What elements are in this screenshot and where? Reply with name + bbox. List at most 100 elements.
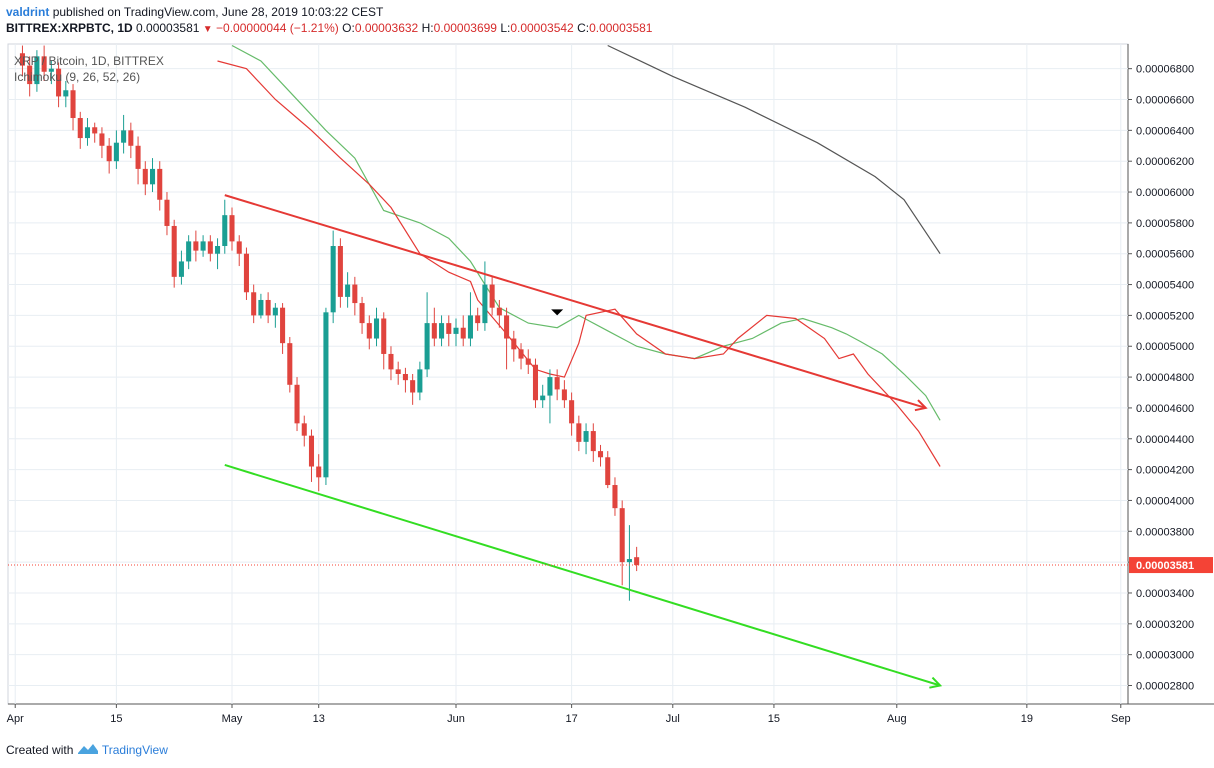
candle-body xyxy=(171,225,177,277)
resistance-line xyxy=(224,194,926,409)
y-tick-label: 0.00003000 xyxy=(1136,650,1194,662)
candle-body xyxy=(605,457,611,486)
candle-body xyxy=(395,369,401,374)
down-arrow-icon: ▼ xyxy=(202,24,213,35)
candle-body xyxy=(92,127,98,134)
x-tick-label: Jul xyxy=(666,713,680,725)
x-axis: Apr 15 May 13 Jun 17 Jul 15 Aug 19 Sep xyxy=(7,704,1131,725)
chart-title: XRP / Bitcoin, 1D, BITTREX xyxy=(14,54,164,68)
candle-body xyxy=(287,343,293,385)
y-tick-label: 0.00004400 xyxy=(1136,434,1194,446)
y-tick-label: 0.00006600 xyxy=(1136,95,1194,107)
candle-body xyxy=(366,323,372,339)
tenkan-line xyxy=(217,60,941,467)
y-tick-label: 0.00003800 xyxy=(1136,526,1194,538)
candle-body xyxy=(157,168,163,200)
x-tick-label: 19 xyxy=(1021,713,1033,725)
last-price: 0.00003581 xyxy=(136,21,200,35)
y-tick-label: 0.00004800 xyxy=(1136,372,1194,384)
close-value: 0.00003581 xyxy=(589,21,653,35)
candle-body xyxy=(359,303,365,324)
candle-body xyxy=(525,358,531,365)
current-price-label: 0.00003581 xyxy=(1136,560,1194,572)
candle-body xyxy=(113,142,119,162)
candle-body xyxy=(424,323,430,370)
candle-body xyxy=(460,327,466,339)
close-label: C: xyxy=(577,21,590,35)
candle-body xyxy=(547,377,553,396)
symbol-label[interactable]: BITTREX:XRPBTC, 1D xyxy=(6,21,133,35)
candle-body xyxy=(34,56,40,85)
x-tick-label: 13 xyxy=(313,713,325,725)
candle-body xyxy=(121,130,127,143)
y-tick-label: 0.00003200 xyxy=(1136,619,1194,631)
candle-body xyxy=(554,377,560,390)
candle-body xyxy=(186,241,192,262)
current-price-tag: 0.00003581 xyxy=(8,557,1213,574)
y-tick-label: 0.00002800 xyxy=(1136,680,1194,692)
chart-grid xyxy=(7,43,1214,705)
candle-body xyxy=(99,133,105,146)
price-change: −0.00000044 (−1.21%) xyxy=(216,21,339,35)
support-line-arrowhead xyxy=(929,676,943,689)
candle-body xyxy=(634,557,640,566)
x-tick-label: 15 xyxy=(110,713,122,725)
candle-body xyxy=(251,292,257,316)
x-tick-label: Sep xyxy=(1111,713,1131,725)
candle-body xyxy=(294,384,300,424)
author-name[interactable]: valdrint xyxy=(6,5,50,19)
candle-body xyxy=(532,364,539,401)
candle-body xyxy=(489,284,495,308)
candle-body xyxy=(48,68,54,72)
candle-body xyxy=(265,299,271,316)
candle-body xyxy=(301,423,307,436)
support-line xyxy=(224,464,941,687)
candle-body xyxy=(41,56,47,72)
created-with-text: Created with xyxy=(6,743,74,757)
y-tick-label: 0.00006400 xyxy=(1136,125,1194,137)
candle-body xyxy=(583,431,589,442)
candle-body xyxy=(352,284,358,304)
y-tick-label: 0.00004000 xyxy=(1136,495,1194,507)
candle-body xyxy=(612,485,618,509)
x-tick-label: May xyxy=(222,713,243,725)
footer: Created with TradingView xyxy=(6,742,168,758)
candle-body xyxy=(402,374,408,381)
candle-body xyxy=(410,380,416,393)
moving-average-line xyxy=(607,44,941,255)
candle-body xyxy=(330,246,336,313)
candle-body xyxy=(135,145,141,169)
x-tick-label: 15 xyxy=(768,713,780,725)
candle-body xyxy=(272,307,278,316)
candle-body xyxy=(308,435,315,467)
chart-header: valdrint published on TradingView.com, J… xyxy=(6,4,652,38)
candle-body xyxy=(215,246,221,254)
candle-body xyxy=(222,215,228,247)
candle-body xyxy=(243,253,249,293)
candle-body xyxy=(381,318,387,354)
tradingview-logo-icon xyxy=(77,743,102,757)
candle-body xyxy=(323,312,329,478)
candle-body xyxy=(453,327,459,334)
y-tick-label: 0.00006800 xyxy=(1136,64,1194,76)
low-label: L: xyxy=(500,21,511,35)
candle-body xyxy=(316,466,322,478)
tradingview-link[interactable]: TradingView xyxy=(101,743,168,757)
candle-body xyxy=(504,315,510,339)
kijun-path xyxy=(231,44,941,421)
candle-body xyxy=(373,318,380,339)
candle-body xyxy=(619,508,625,563)
candle-body xyxy=(569,400,575,424)
low-value: 0.00003542 xyxy=(510,21,574,35)
y-tick-label: 0.00004200 xyxy=(1136,465,1194,477)
candle-body xyxy=(149,168,156,185)
trend-lines xyxy=(224,194,943,689)
candle-body xyxy=(280,307,286,344)
y-tick-label: 0.00005200 xyxy=(1136,310,1194,322)
plot-frame xyxy=(7,43,1129,705)
candle-body xyxy=(56,68,62,97)
candle-body xyxy=(164,199,170,226)
y-tick-label: 0.00006000 xyxy=(1136,187,1194,199)
candle-body xyxy=(467,315,473,339)
